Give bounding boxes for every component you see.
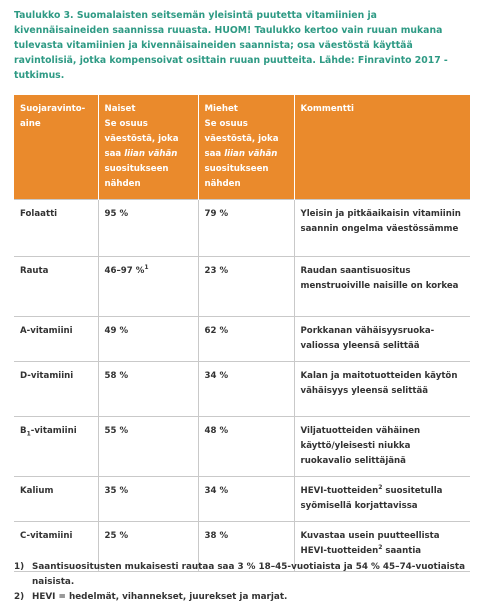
value: 46–97 % <box>104 266 145 276</box>
header-cell: Kommentti <box>293 95 470 200</box>
header-text: Miehet <box>204 104 238 114</box>
men: 34 % <box>197 476 294 522</box>
nutrient: C-vitamiini <box>14 521 98 572</box>
text: suositetulla syömisellä korjattavissa <box>300 486 443 511</box>
men: 62 % <box>197 316 294 362</box>
footnote-marker: 2) <box>14 592 25 602</box>
header-text: Kommentti <box>300 104 354 114</box>
footnotes: 1) Saantisuositusten mukaisesti rautaa sa… <box>14 560 466 605</box>
header-text: Suojaravinto- <box>20 104 86 114</box>
comment: Yleisin ja pitkäaikaisin vitamiinin saan… <box>293 199 470 257</box>
text: B <box>20 426 27 436</box>
footnote-marker: 1) <box>14 562 25 572</box>
table-caption: Taulukko 3. Suomalaisten seitsemän yleis… <box>14 10 448 81</box>
men: 48 % <box>197 416 294 477</box>
women: 95 % <box>97 199 198 257</box>
footnote-ref: 1 <box>144 264 149 272</box>
subscript: 1 <box>26 430 31 438</box>
table-row: D-vitamiini 58 % 34 % Kalan ja maitotuot… <box>14 361 470 417</box>
header-cell: Suojaravinto-aine <box>14 95 98 200</box>
header-text: Se osuus väestöstä, joka saa <box>104 119 179 159</box>
nutrient-table: Suojaravinto-aine Naiset Se osuus väestös… <box>14 95 470 572</box>
header-row: Suojaravinto-aine Naiset Se osuus väestös… <box>14 95 470 200</box>
footnote: 1) Saantisuositusten mukaisesti rautaa sa… <box>14 560 466 590</box>
men: 38 % <box>197 521 294 572</box>
women: 49 % <box>97 316 198 362</box>
comment: Raudan saantisuositus menstruoiville nai… <box>293 256 470 317</box>
footnote-text: HEVI = hedelmät, vihannekset, juurekset … <box>32 592 288 602</box>
footnote-text: Saantisuositusten mukaisesti rautaa saa … <box>32 562 466 587</box>
nutrient: D-vitamiini <box>14 361 98 417</box>
comment: Viljatuotteiden vähäinen käyttö/yleisest… <box>293 416 470 477</box>
header-text: suositukseen nähden <box>204 164 269 189</box>
women: 35 % <box>97 476 198 522</box>
header-text: liian vähän <box>124 149 178 159</box>
header-text: Se osuus väestöstä, joka saa <box>204 119 279 159</box>
text: Kuvastaa usein puutteellista HEVI-tuotte… <box>300 531 440 556</box>
men: 79 % <box>197 199 294 257</box>
women: 55 % <box>97 416 198 477</box>
women: 58 % <box>97 361 198 417</box>
nutrient: Kalium <box>14 476 98 522</box>
women: 46–97 %1 <box>97 256 198 317</box>
women: 25 % <box>97 521 198 572</box>
nutrient: Folaatti <box>14 199 98 257</box>
nutrient: A-vitamiini <box>14 316 98 362</box>
footnote-ref: 2 <box>378 484 383 492</box>
men: 34 % <box>197 361 294 417</box>
header-text: liian vähän <box>224 149 278 159</box>
comment: HEVI-tuotteiden2 suositetulla syömisellä… <box>293 476 470 522</box>
comment: Kalan ja maitotuotteiden käytön vähäisyy… <box>293 361 470 417</box>
table-row: Rauta 46–97 %1 23 % Raudan saantisuositu… <box>14 256 470 317</box>
header-text: aine <box>20 119 41 129</box>
table-row: Folaatti 95 % 79 % Yleisin ja pitkäaikai… <box>14 199 470 257</box>
nutrient: B1-vitamiini <box>14 416 98 477</box>
men: 23 % <box>197 256 294 317</box>
text: -vitamiini <box>30 426 77 436</box>
table-row: B1-vitamiini 55 % 48 % Viljatuotteiden v… <box>14 416 470 477</box>
table-row: A-vitamiini 49 % 62 % Porkkanan vähäisyy… <box>14 316 470 362</box>
header-cell: Miehet Se osuus väestöstä, joka saa liian… <box>197 95 294 200</box>
header-text: suositukseen nähden <box>104 164 169 189</box>
comment: Kuvastaa usein puutteellista HEVI-tuotte… <box>293 521 470 572</box>
table-row: Kalium 35 % 34 % HEVI-tuotteiden2 suosit… <box>14 476 470 522</box>
comment: Porkkanan vähäisyysruoka-valiossa yleens… <box>293 316 470 362</box>
nutrient: Rauta <box>14 256 98 317</box>
footnote: 2) HEVI = hedelmät, vihannekset, juurekse… <box>14 590 466 605</box>
header-text: Naiset <box>104 104 136 114</box>
text: saantia <box>382 546 422 556</box>
header-cell: Naiset Se osuus väestöstä, joka saa liian… <box>97 95 198 200</box>
table-row: C-vitamiini 25 % 38 % Kuvastaa usein puu… <box>14 521 470 572</box>
text: HEVI-tuotteiden <box>300 486 379 496</box>
footnote-ref: 2 <box>378 544 383 552</box>
